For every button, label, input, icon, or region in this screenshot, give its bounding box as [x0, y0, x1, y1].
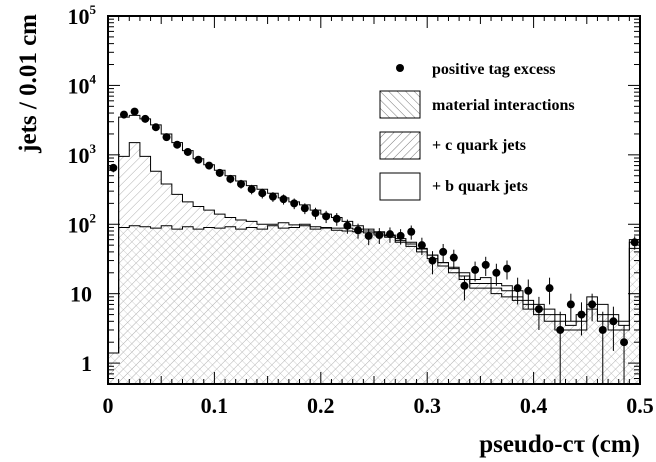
data-point — [375, 231, 384, 240]
data-point — [439, 247, 448, 256]
legend-swatch-material-interactions — [379, 90, 421, 119]
data-point — [237, 180, 245, 189]
material-line — [108, 225, 640, 354]
x-tick-label: 0.1 — [201, 393, 229, 418]
x-tick-label: 0 — [103, 393, 114, 418]
data-point — [130, 107, 139, 116]
y-tick-labels: 1 10 102 103 104 105 — [68, 2, 97, 376]
data-point — [630, 238, 639, 247]
legend-label: + c quark jets — [432, 137, 526, 154]
data-point — [481, 260, 490, 269]
data-point — [268, 192, 277, 201]
data-point — [279, 195, 288, 204]
data-point — [119, 110, 128, 119]
data-point — [290, 199, 299, 208]
data-point — [343, 221, 352, 230]
x-tick-label: 0.4 — [520, 393, 548, 418]
data-point — [588, 300, 597, 309]
y-tick-label: 103 — [68, 141, 97, 168]
legend-label: + b quark jets — [432, 178, 528, 195]
data-point — [407, 227, 416, 236]
data-point — [449, 253, 458, 262]
data-point — [385, 230, 394, 239]
x-tick-label: 0.2 — [307, 393, 335, 418]
y-axis-label: jets / 0.01 cm — [15, 14, 42, 154]
y-tick-label: 105 — [68, 2, 97, 29]
data-point — [609, 317, 618, 326]
data-point — [215, 168, 224, 177]
data-point — [545, 284, 554, 293]
data-point — [300, 204, 309, 213]
legend-label: positive tag excess — [432, 61, 556, 78]
x-tick-label: 0.5 — [626, 393, 654, 418]
x-tick-labels: 0 0.1 0.2 0.3 0.4 0.5 — [103, 393, 654, 418]
data-point — [311, 209, 320, 218]
data-point — [620, 338, 629, 347]
data-point — [577, 310, 586, 319]
data-point — [471, 265, 480, 274]
data-point — [417, 241, 426, 250]
data-point — [428, 256, 437, 265]
c-quark-line — [108, 142, 640, 354]
data-point — [503, 264, 511, 273]
data-point — [322, 212, 331, 221]
data-point — [183, 147, 192, 156]
legend: positive tag excess material interaction… — [379, 61, 575, 201]
data-point — [226, 174, 235, 183]
data-point — [396, 231, 405, 240]
data-point — [492, 268, 501, 277]
x-axis-label: pseudo-cτ (cm) — [479, 431, 640, 458]
data-point — [173, 140, 182, 149]
legend-swatch-b-quark-jets — [379, 172, 421, 201]
data-point — [332, 214, 341, 223]
data-point — [162, 133, 171, 142]
data-point — [141, 114, 150, 123]
data-point — [205, 161, 214, 170]
y-tick-label: 104 — [68, 71, 97, 98]
data-point — [598, 325, 607, 334]
x-tick-label: 0.3 — [413, 393, 441, 418]
data-point — [258, 189, 267, 198]
data-point — [524, 286, 533, 295]
y-tick-label: 1 — [81, 351, 92, 376]
data-point — [556, 325, 565, 334]
legend-label: material interactions — [432, 97, 575, 114]
data-point — [354, 226, 363, 235]
y-tick-label: 10 — [70, 282, 92, 307]
data-point — [364, 231, 373, 240]
data-point — [566, 300, 575, 309]
legend-marker-positive-tag-excess — [396, 64, 404, 72]
y-tick-label: 102 — [68, 210, 97, 237]
data-point — [151, 123, 160, 132]
data-point — [513, 284, 522, 293]
data-point — [460, 281, 469, 290]
data-point — [534, 305, 543, 314]
axis-ticks — [107, 15, 641, 385]
legend-swatch-c-quark-jets — [379, 131, 421, 160]
material-area-crosshatch — [108, 225, 640, 384]
plot-area — [108, 107, 640, 384]
data-point — [247, 185, 256, 194]
data-point — [194, 155, 203, 164]
